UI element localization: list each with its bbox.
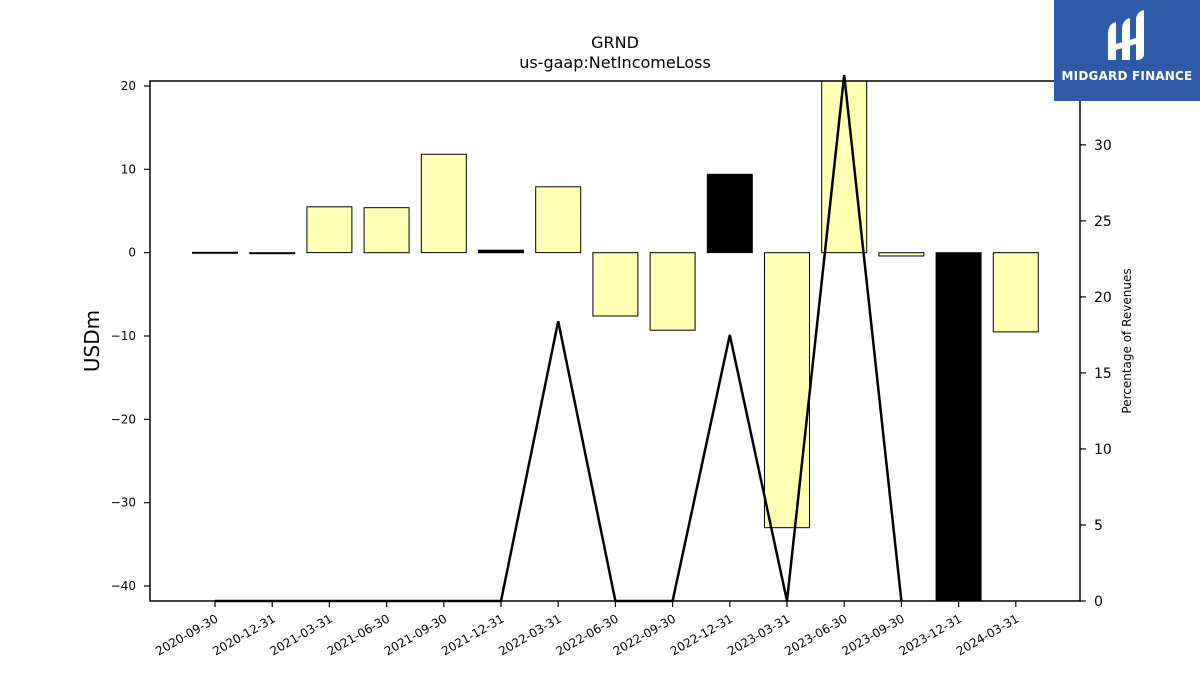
x-tick-label: 2022-09-30 bbox=[611, 611, 678, 658]
y-tick-label: −40 bbox=[111, 579, 136, 593]
x-tick-label: 2020-09-30 bbox=[153, 611, 220, 658]
x-tick-label: 2023-12-31 bbox=[897, 611, 964, 658]
y-axis-label: USDm bbox=[80, 310, 104, 372]
x-tick-label: 2021-12-31 bbox=[439, 611, 506, 658]
bar-2023-03-31 bbox=[764, 252, 810, 529]
x-tick-label: 2021-03-31 bbox=[267, 611, 334, 658]
x-tick-label: 2023-03-31 bbox=[725, 611, 792, 658]
y2-tick-label: 25 bbox=[1094, 214, 1112, 230]
y-tick-label: 0 bbox=[128, 246, 136, 260]
x-axis-ticks: 2020-09-302020-12-312021-03-312021-06-30… bbox=[153, 601, 1021, 658]
bar-series bbox=[192, 80, 1039, 602]
left-axis-ticks: 20 10 0 −10 −20 −30 −40 bbox=[111, 79, 150, 593]
y2-tick-label: 0 bbox=[1094, 594, 1103, 610]
logo-mark-icon bbox=[1108, 10, 1144, 60]
x-tick-label: 2022-03-31 bbox=[496, 611, 563, 658]
bar-2022-09-30 bbox=[649, 252, 696, 331]
x-tick-label: 2022-12-31 bbox=[668, 611, 735, 658]
bar-2022-12-31 bbox=[706, 173, 753, 254]
right-axis-ticks: 0 5 10 15 20 25 30 bbox=[1080, 138, 1112, 610]
bar-2023-12-31 bbox=[935, 252, 982, 602]
x-tick-label: 2021-06-30 bbox=[325, 611, 392, 658]
bar-2020-12-31 bbox=[249, 252, 296, 255]
y2-tick-label: 5 bbox=[1094, 518, 1103, 534]
logo-text: MIDGARD FINANCE bbox=[1061, 69, 1193, 83]
chart-subtitle: us-gaap:NetIncomeLoss bbox=[519, 53, 711, 72]
y-tick-label: −10 bbox=[111, 329, 136, 343]
bar-2023-09-30 bbox=[878, 252, 925, 257]
midgard-finance-logo: MIDGARD FINANCE bbox=[1054, 0, 1200, 101]
bar-2021-09-30 bbox=[420, 153, 467, 254]
y2-tick-label: 15 bbox=[1094, 366, 1112, 382]
x-tick-label: 2024-03-31 bbox=[954, 611, 1021, 658]
bar-2021-03-31 bbox=[306, 206, 353, 254]
bar-2022-03-31 bbox=[535, 186, 582, 254]
y2-tick-label: 30 bbox=[1094, 138, 1112, 154]
bar-2022-06-30 bbox=[592, 252, 639, 317]
x-tick-label: 2022-06-30 bbox=[553, 611, 620, 658]
y2-tick-label: 20 bbox=[1094, 290, 1112, 306]
bar-2024-03-31 bbox=[992, 252, 1039, 333]
y2-axis-label: Percentage of Revenues bbox=[1120, 268, 1134, 413]
x-tick-label: 2023-09-30 bbox=[839, 611, 906, 658]
y-tick-label: 20 bbox=[121, 79, 136, 93]
y-tick-label: −30 bbox=[111, 496, 136, 510]
y2-tick-label: 10 bbox=[1094, 442, 1112, 458]
bar-2021-12-31 bbox=[478, 249, 524, 254]
bar-2021-06-30 bbox=[363, 207, 410, 254]
y-tick-label: −20 bbox=[111, 412, 136, 426]
x-tick-label: 2021-09-30 bbox=[382, 611, 449, 658]
x-tick-label: 2023-06-30 bbox=[782, 611, 849, 658]
x-tick-label: 2020-12-31 bbox=[210, 611, 277, 658]
y-tick-label: 10 bbox=[121, 162, 136, 176]
bar-2020-09-30 bbox=[192, 251, 238, 254]
chart-title: GRND bbox=[591, 33, 639, 52]
